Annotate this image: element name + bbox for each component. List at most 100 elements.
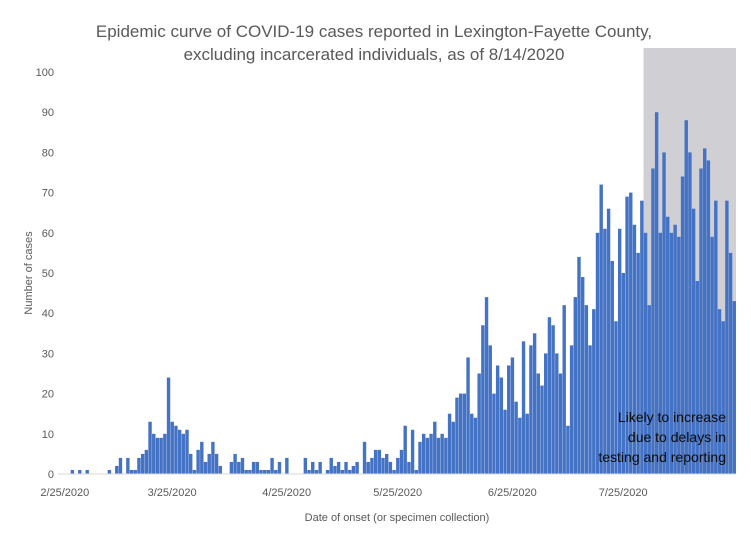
bar (717, 309, 722, 474)
bar (340, 469, 345, 474)
bar (185, 429, 189, 474)
bar (636, 252, 640, 474)
bar (580, 277, 585, 474)
bar (532, 333, 537, 474)
bar (270, 457, 274, 474)
bar (495, 365, 500, 474)
annotation-line: due to delays in (628, 429, 726, 445)
bar (410, 429, 415, 474)
bar (555, 353, 559, 474)
bar (192, 469, 197, 474)
bar (595, 232, 600, 474)
bar (666, 216, 670, 474)
bar (458, 393, 463, 474)
bar (514, 401, 518, 474)
bar (562, 305, 566, 474)
bar (189, 453, 193, 474)
bar (470, 413, 474, 474)
bar (610, 260, 614, 474)
bar (455, 397, 459, 474)
bar (703, 148, 707, 474)
bar (70, 469, 75, 474)
bar (214, 453, 219, 474)
bar (244, 469, 248, 474)
x-tick-label: 7/25/2020 (599, 487, 648, 499)
bar (714, 200, 718, 474)
bar (203, 461, 208, 474)
bar (255, 461, 259, 474)
bar (688, 152, 692, 474)
y-tick-label: 40 (42, 308, 54, 320)
bar (603, 228, 607, 474)
bar (629, 192, 633, 474)
bar (107, 469, 112, 474)
bar (277, 461, 282, 474)
bar (473, 417, 478, 474)
bar (529, 345, 533, 474)
y-tick-label: 10 (42, 429, 54, 441)
bar (725, 200, 729, 474)
bar (558, 373, 563, 474)
bar (237, 461, 241, 474)
bar (577, 256, 581, 474)
bar (78, 469, 82, 474)
bar (510, 357, 515, 474)
bar (355, 461, 359, 474)
bar (351, 465, 356, 474)
bar (211, 441, 215, 474)
x-tick-label: 2/25/2020 (40, 487, 89, 499)
bar (329, 457, 333, 474)
bar (196, 449, 200, 474)
bar (436, 437, 441, 474)
bar (614, 321, 618, 474)
y-tick-label: 50 (42, 268, 54, 280)
bar (625, 196, 629, 474)
bar (632, 224, 637, 474)
bar (325, 469, 330, 474)
bar (385, 453, 389, 474)
bar (333, 465, 337, 474)
bar (525, 413, 529, 474)
bar (207, 453, 211, 474)
bar (421, 433, 426, 474)
bar (251, 461, 256, 474)
y-tick-label: 90 (42, 107, 54, 119)
bar (144, 449, 149, 474)
bar (85, 469, 89, 474)
bar (447, 413, 452, 474)
bar (425, 437, 430, 474)
bar (163, 433, 167, 474)
y-axis-label: Number of cases (23, 231, 35, 315)
y-tick-label: 0 (48, 469, 54, 481)
bar (547, 317, 552, 474)
bar (218, 465, 222, 474)
bar (133, 469, 137, 474)
bar (414, 469, 418, 474)
bar (148, 421, 152, 474)
bar (695, 281, 700, 474)
bar (155, 437, 160, 474)
bar (617, 228, 622, 474)
bar (569, 345, 574, 474)
x-tick-label: 3/25/2020 (148, 487, 197, 499)
bar (262, 469, 267, 474)
bar (266, 469, 271, 474)
bar (680, 176, 685, 474)
x-tick-label: 6/25/2020 (488, 487, 537, 499)
bar (643, 232, 648, 474)
bar (599, 184, 603, 474)
bar (536, 373, 541, 474)
y-tick-label: 60 (42, 228, 54, 240)
bar (503, 409, 507, 474)
bar (699, 168, 703, 475)
bar (403, 425, 407, 474)
bar (159, 437, 163, 474)
bar (240, 457, 245, 474)
y-tick-label: 100 (36, 67, 54, 79)
bar (677, 236, 681, 474)
bar (573, 297, 577, 474)
x-axis-label: Date of onset (or specimen collection) (305, 512, 490, 524)
bar (370, 457, 374, 474)
y-tick-label: 30 (42, 348, 54, 360)
